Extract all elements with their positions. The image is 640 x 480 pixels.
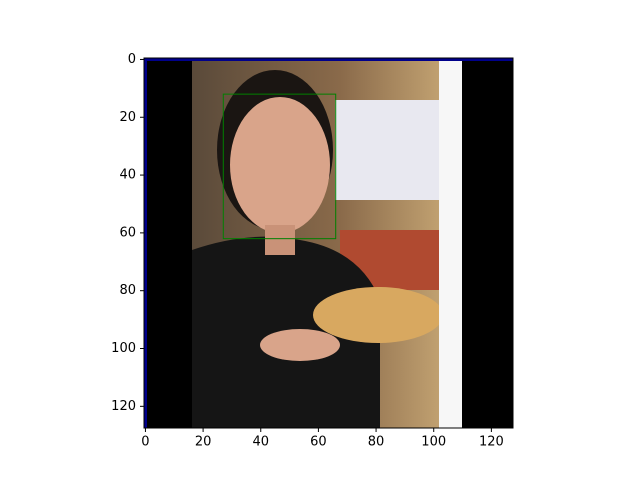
x-tick-label: 0	[141, 435, 149, 450]
photo-wall	[335, 100, 439, 200]
y-tick-label: 0	[128, 52, 136, 67]
bounding-box	[222, 93, 337, 240]
y-tick-label: 40	[119, 168, 136, 183]
photo-face	[230, 97, 330, 233]
x-tick-label: 60	[310, 435, 327, 450]
y-tick-label: 20	[119, 110, 136, 125]
y-tick-label: 100	[111, 341, 136, 356]
photo-pizza	[313, 287, 443, 343]
axes-frame	[143, 57, 514, 429]
y-tick-label: 120	[111, 399, 136, 414]
image-edge	[144, 58, 147, 428]
x-tick-label: 120	[479, 435, 504, 450]
image-edge	[144, 58, 513, 61]
y-tick-label: 80	[119, 283, 136, 298]
x-tick-label: 100	[421, 435, 446, 450]
photo-hand	[260, 329, 340, 361]
image	[144, 58, 513, 428]
x-tick-label: 40	[252, 435, 269, 450]
photo-strip	[439, 60, 462, 428]
photo-neck	[265, 225, 295, 255]
x-tick-label: 80	[368, 435, 385, 450]
x-tick-label: 20	[195, 435, 212, 450]
y-tick-label: 60	[119, 225, 136, 240]
